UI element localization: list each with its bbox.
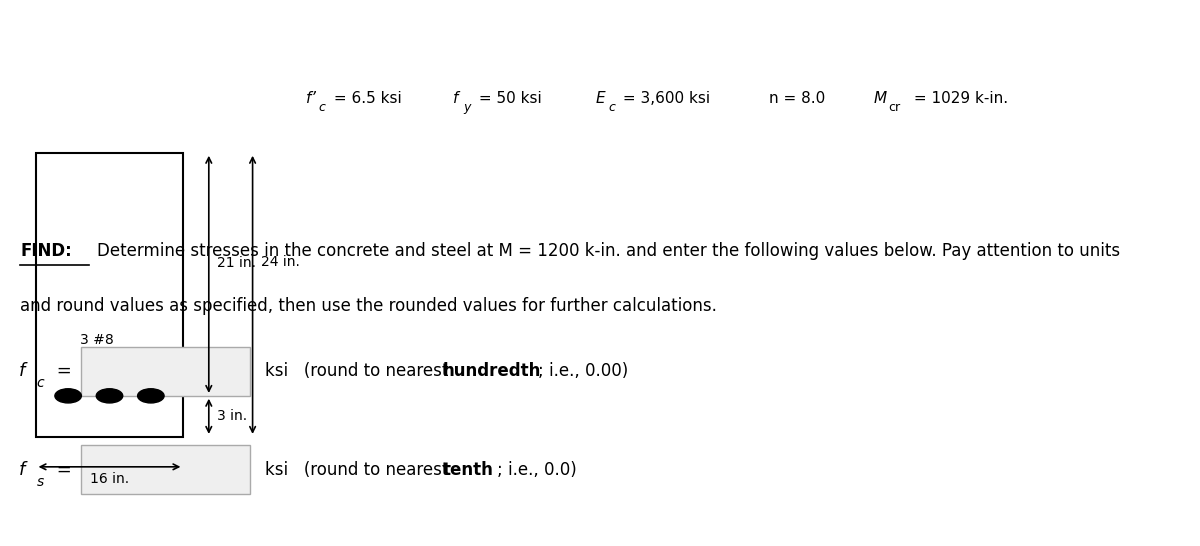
Text: = 50 ksi: = 50 ksi: [474, 91, 541, 106]
Text: c: c: [608, 100, 614, 114]
Text: and round values as specified, then use the rounded values for further calculati: and round values as specified, then use …: [20, 297, 718, 314]
Bar: [36, 153, 184, 437]
Text: Determine stresses in the concrete and steel at M = 1200 k-in. and enter the fol: Determine stresses in the concrete and s…: [97, 242, 1120, 260]
Text: = 3,600 ksi: = 3,600 ksi: [618, 91, 710, 106]
Circle shape: [55, 389, 82, 403]
Text: f: f: [454, 91, 458, 106]
Text: cr: cr: [888, 100, 900, 114]
Text: y: y: [463, 100, 470, 114]
Text: FIND:: FIND:: [20, 242, 72, 260]
Text: tenth: tenth: [443, 461, 494, 478]
Bar: [82, 445, 250, 494]
Text: 21 in.: 21 in.: [217, 257, 256, 270]
Text: hundredth: hundredth: [443, 363, 541, 380]
Text: 16 in.: 16 in.: [90, 472, 130, 486]
Text: f: f: [18, 363, 25, 380]
Text: E: E: [596, 91, 606, 106]
Text: c: c: [37, 376, 44, 390]
Text: f’: f’: [306, 91, 317, 106]
Text: M: M: [874, 91, 887, 106]
Text: ; i.e., 0.00): ; i.e., 0.00): [538, 363, 628, 380]
Text: = 1029 k-in.: = 1029 k-in.: [908, 91, 1008, 106]
Text: ; i.e., 0.0): ; i.e., 0.0): [497, 461, 577, 478]
Bar: [82, 347, 250, 396]
Circle shape: [96, 389, 122, 403]
Text: ksi   (round to nearest: ksi (round to nearest: [265, 363, 454, 380]
Text: =: =: [50, 461, 72, 478]
Circle shape: [138, 389, 164, 403]
Text: 3 #8: 3 #8: [80, 333, 114, 347]
Text: 3 in.: 3 in.: [217, 410, 247, 423]
Text: f: f: [18, 461, 25, 478]
Text: s: s: [37, 474, 44, 489]
Text: 24 in.: 24 in.: [260, 255, 300, 269]
Text: c: c: [319, 100, 325, 114]
Text: ksi   (round to nearest: ksi (round to nearest: [265, 461, 454, 478]
Text: =: =: [50, 363, 72, 380]
Text: = 6.5 ksi: = 6.5 ksi: [329, 91, 402, 106]
Text: n = 8.0: n = 8.0: [769, 91, 826, 106]
